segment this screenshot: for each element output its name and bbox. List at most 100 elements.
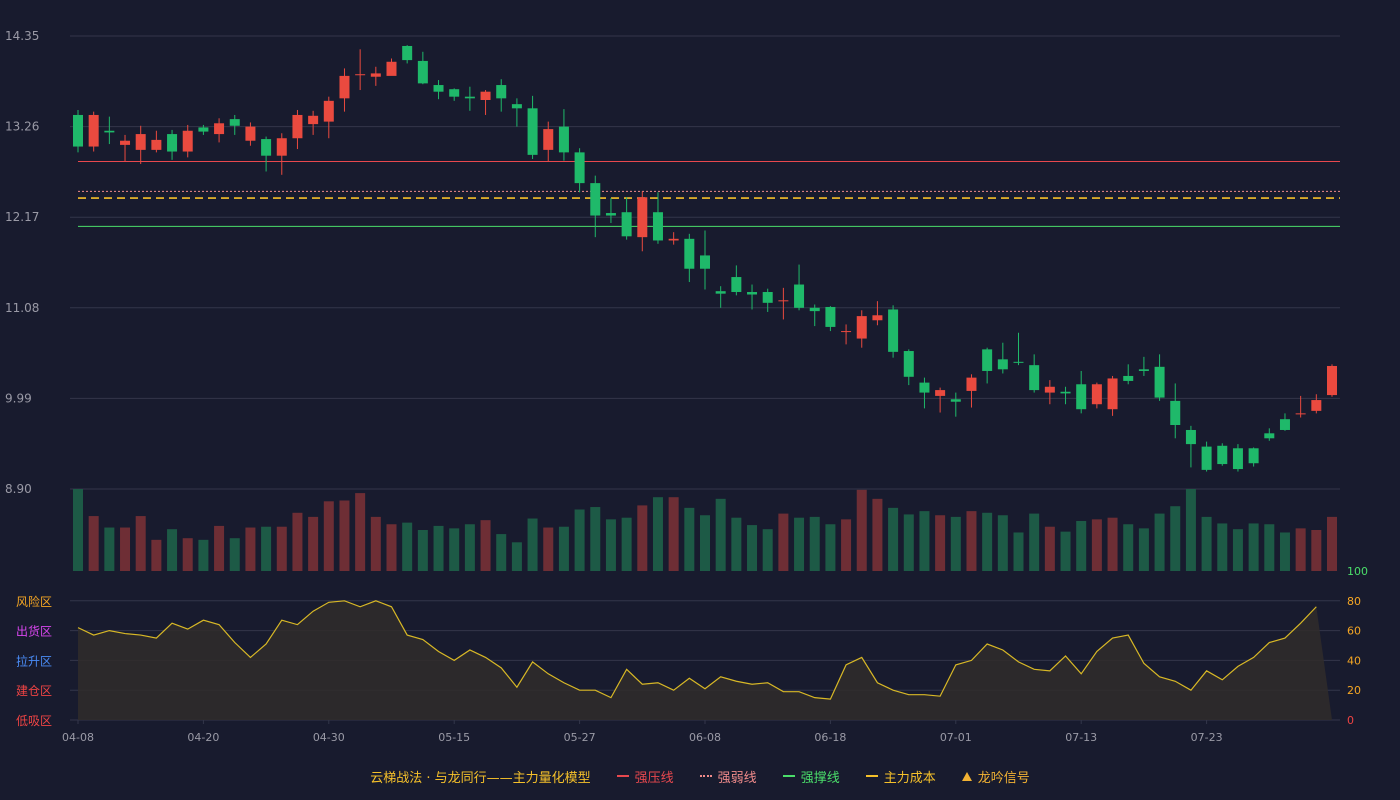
candle-body: [794, 284, 805, 308]
candle-body: [684, 238, 695, 269]
line-swatch-icon: [865, 775, 878, 777]
candlestick: [747, 284, 758, 310]
candlestick: [794, 264, 805, 311]
legend-title-text: 云梯战法 · 与龙同行——主力量化模型: [370, 770, 591, 786]
candlestick: [104, 116, 115, 145]
volume-bar: [1013, 532, 1024, 571]
volume-bar: [511, 542, 522, 571]
price-tick-label: 12.17: [5, 210, 39, 224]
volume-bar: [1248, 523, 1259, 571]
candle-body: [167, 134, 178, 152]
candlestick: [1013, 332, 1024, 366]
candlestick: [888, 305, 899, 358]
candlestick: [919, 377, 930, 409]
candle-body: [605, 213, 616, 216]
candlestick: [496, 79, 507, 112]
candle-body: [88, 114, 99, 147]
date-tick-label: 07-13: [1065, 731, 1097, 744]
volume-bar: [1060, 531, 1071, 571]
candlestick: [1327, 364, 1337, 397]
price-tick-label: 13.26: [5, 120, 39, 134]
candlestick: [684, 233, 695, 283]
oscillator-tick-label: 60: [1347, 625, 1361, 638]
volume-bar: [605, 519, 616, 571]
candlestick: [605, 198, 616, 224]
candlestick: [1264, 428, 1275, 441]
legend-item: 强弱线: [699, 767, 757, 786]
price-axis: 14.35 13.26 12.17 11.08 9.99 8.90: [5, 29, 39, 496]
date-tick-label: 04-20: [187, 731, 219, 744]
volume-bar: [621, 517, 632, 571]
volume-bar: [950, 516, 961, 571]
volume-bar: [747, 525, 758, 571]
candlestick: [731, 265, 742, 296]
line-swatch-icon: [616, 775, 629, 777]
indicator-lines: [78, 161, 1340, 227]
legend-item: 龙吟信号: [961, 767, 1030, 786]
candlestick: [621, 197, 632, 240]
candlestick: [1295, 395, 1306, 418]
volume-bar: [935, 515, 946, 571]
candlestick: [182, 124, 193, 158]
triangle-icon: [961, 771, 972, 781]
candle-body: [731, 277, 742, 293]
candle-body: [151, 139, 162, 150]
date-tick-label: 06-18: [814, 731, 846, 744]
candle-body: [355, 74, 366, 76]
date-tick-label: 06-08: [689, 731, 721, 744]
legend-item-label: 龙吟信号: [977, 770, 1030, 786]
candlestick: [229, 114, 240, 135]
candle-body: [464, 96, 475, 99]
volume-bar: [558, 526, 569, 571]
legend-item: 主力成本: [865, 767, 936, 786]
candle-body: [825, 306, 836, 327]
volume-bar: [543, 527, 554, 571]
candlestick: [120, 134, 131, 162]
candle-body: [480, 91, 491, 101]
candlestick: [276, 133, 287, 175]
candlestick: [417, 51, 428, 85]
candle-body: [1185, 429, 1196, 445]
candle-body: [198, 127, 209, 132]
volume-bar: [856, 489, 867, 571]
volume-bar: [370, 516, 381, 571]
candle-body: [652, 212, 663, 241]
oscillator-tick-label: 0: [1347, 714, 1354, 727]
candlestick: [950, 392, 961, 417]
candlestick: [652, 192, 663, 244]
candle-body: [637, 197, 648, 238]
candle-body: [668, 238, 679, 241]
volume-bar: [1154, 513, 1165, 571]
candle-body: [778, 300, 789, 302]
candle-body: [339, 75, 350, 99]
zone-label: 建仓区: [16, 684, 52, 698]
candle-body: [1107, 378, 1118, 410]
candle-body: [590, 183, 601, 216]
candlestick: [527, 95, 538, 160]
candlestick: [339, 68, 350, 112]
candle-body: [308, 115, 319, 125]
volume-bar: [1279, 532, 1290, 571]
candle-body: [449, 89, 460, 97]
volume-bar: [245, 527, 256, 571]
candle-body: [1295, 413, 1306, 415]
candlestick: [245, 122, 256, 146]
candle-body: [496, 85, 507, 99]
candlestick: [1217, 443, 1228, 466]
volume-bar: [120, 527, 131, 571]
volume-bar: [88, 516, 99, 571]
volume-bar: [1076, 520, 1087, 571]
volume-bar: [1201, 516, 1212, 571]
volume-bar: [464, 524, 475, 571]
candle-body: [997, 359, 1008, 370]
volume-bar: [574, 509, 585, 571]
candlestick: [1170, 383, 1181, 439]
volume-bar: [167, 529, 178, 571]
zone-label: 出货区: [16, 624, 52, 639]
candle-body: [261, 139, 272, 156]
candle-body: [762, 292, 773, 303]
volume-bar: [104, 527, 115, 571]
volume-bar: [386, 524, 397, 571]
oscillator-tick-label: 80: [1347, 595, 1361, 608]
